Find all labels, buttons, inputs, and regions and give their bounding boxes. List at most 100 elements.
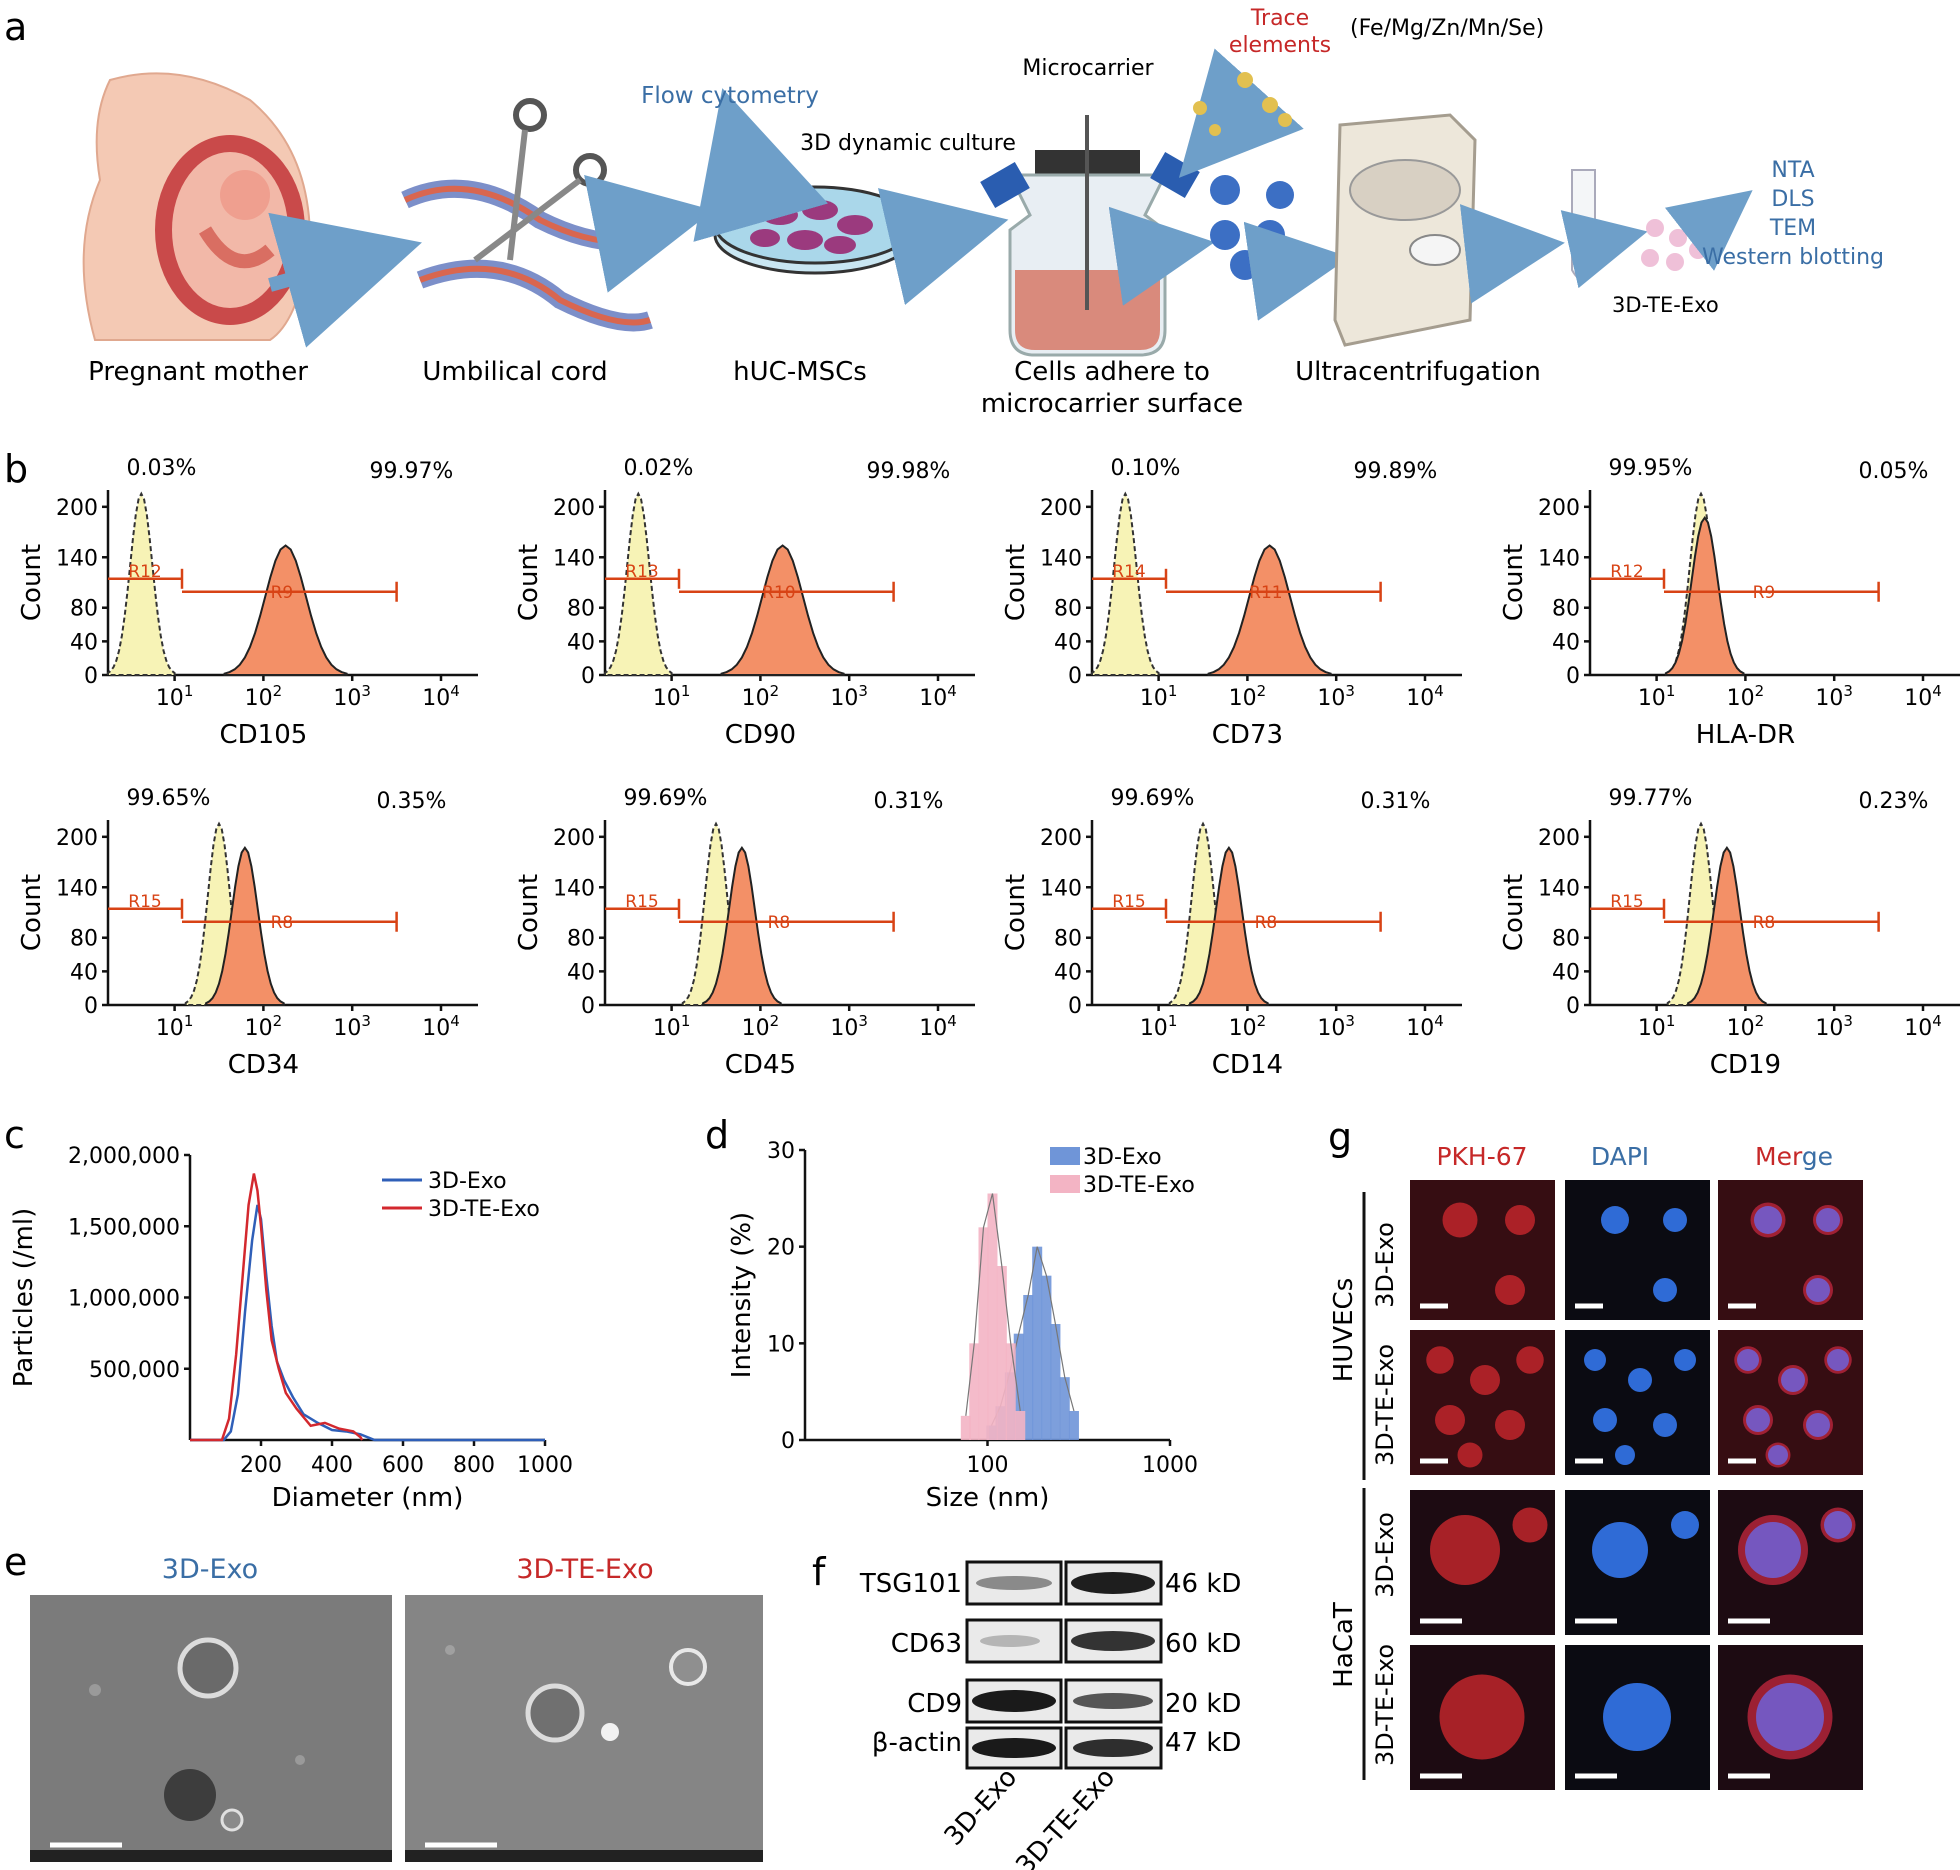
microscopy-grid (1410, 1180, 1863, 1790)
microcarrier-label: Microcarrier (1022, 56, 1154, 81)
fit-curve (965, 1193, 1021, 1416)
legend-label: 3D-TE-Exo (428, 1197, 540, 1222)
tile-bg (1565, 1180, 1710, 1320)
x-tick-label: 103 (1815, 1012, 1853, 1041)
pct-right: 99.98% (866, 459, 950, 484)
histogram-cd105: 0 40 80 140 200 101 102 103 104 Count CD105 R12 R9 0.… (17, 456, 478, 750)
nucleus (1593, 1408, 1617, 1432)
step-umbilical-cord: Umbilical cord (422, 357, 607, 387)
tem-title-te-exo: 3D-TE-Exo (516, 1554, 653, 1585)
panel-c-letter: c (4, 1113, 25, 1157)
assay-dls: DLS (1771, 187, 1814, 212)
micro-tile-r3-c2 (1565, 1490, 1710, 1635)
gate-right-label: R8 (1753, 913, 1776, 933)
nucleus (1663, 1208, 1687, 1232)
y-axis-label: Count (514, 874, 544, 951)
gate-right-label: R8 (271, 913, 294, 933)
pkh-signal (1512, 1507, 1548, 1543)
y-tick-label: 1,000,000 (68, 1287, 180, 1312)
marker-name: CD73 (1212, 720, 1283, 750)
panel-b-letter: b (4, 447, 28, 491)
x-tick-exponent: 2 (273, 1012, 283, 1030)
histogram-cd34: 0 40 80 140 200 101 102 103 104 Count CD34 R15 R8 99.… (17, 786, 478, 1080)
marker-name: CD14 (1212, 1050, 1283, 1080)
micro-tile-r4-c2 (1565, 1645, 1710, 1790)
marker-peak (1189, 845, 1269, 1006)
sample-te-exo: 3D-TE-Exo (1010, 1763, 1121, 1870)
x-axis-label: Size (nm) (926, 1483, 1050, 1513)
assay-tem: TEM (1769, 216, 1816, 241)
x-axis-label: Diameter (nm) (272, 1483, 464, 1513)
x-tick-label: 104 (919, 1012, 957, 1041)
y-tick-label: 80 (1552, 927, 1580, 952)
step-cells-adhere: Cells adhere to (1014, 357, 1210, 387)
x-tick-label: 1000 (1142, 1453, 1198, 1478)
tile-bg (1410, 1180, 1555, 1320)
arrow-a7 (1560, 210, 1648, 289)
x-tick-exponent: 4 (450, 1012, 460, 1030)
marker-peak (720, 544, 845, 676)
marker-peak (1687, 845, 1767, 1006)
bar-te-exo (1005, 1343, 1016, 1440)
bar-te-exo (978, 1227, 989, 1440)
x-tick-label: 104 (919, 682, 957, 711)
y-tick-label: 0 (1068, 664, 1082, 689)
x-tick-label: 800 (453, 1453, 495, 1478)
isotype-peak (604, 491, 673, 676)
purified-exosomes (1641, 219, 1707, 271)
x-tick-label: 101 (1638, 1012, 1676, 1041)
pct-right: 99.97% (369, 459, 453, 484)
row-label-4: 3D-TE-Exo (1371, 1644, 1399, 1766)
x-tick-exponent: 4 (947, 1012, 957, 1030)
protein-beta-actin: β-actin (872, 1728, 962, 1758)
flow-cytometry-label: Flow cytometry (641, 83, 819, 109)
arrow-a5 (1243, 221, 1350, 321)
y-tick-label: 140 (56, 546, 98, 571)
y-tick-label: 200 (56, 826, 98, 851)
bar-exo (1032, 1246, 1043, 1440)
bar-exo (1013, 1333, 1024, 1440)
step-pregnant-mother: Pregnant mother (88, 357, 308, 387)
x-tick-exponent: 3 (1843, 1012, 1853, 1030)
merge-nucleus (1737, 1349, 1759, 1371)
y-tick-label: 0 (1566, 664, 1580, 689)
x-tick-label: 200 (240, 1453, 282, 1478)
assay-nta: NTA (1771, 158, 1814, 183)
culture-dish-illustration (713, 185, 917, 275)
nucleus (1628, 1368, 1652, 1392)
x-tick-label: 600 (382, 1453, 424, 1478)
protein-cd63: CD63 (891, 1629, 962, 1659)
row-label-3: 3D-Exo (1371, 1512, 1399, 1598)
y-axis-label: Particles (/ml) (9, 1208, 39, 1387)
histogram-hla-dr: 0 40 80 140 200 101 102 103 104 Count HLA-DR R12 R9 9… (1499, 456, 1960, 750)
y-tick-label: 200 (1538, 826, 1580, 851)
trace-label-1: Trace (1250, 6, 1309, 31)
x-tick-exponent: 2 (770, 1012, 780, 1030)
x-tick-label: 102 (742, 682, 780, 711)
marker-peak (205, 845, 285, 1006)
panel-a-letter: a (4, 5, 27, 49)
x-tick-exponent: 4 (947, 682, 957, 700)
merge-nucleus (1768, 1445, 1788, 1465)
y-tick-label: 40 (70, 960, 98, 985)
pct-right: 0.05% (1858, 459, 1928, 484)
sample-exo: 3D-Exo (939, 1763, 1023, 1852)
bar-exo (1068, 1411, 1079, 1440)
y-tick-label: 80 (1552, 597, 1580, 622)
x-tick-label: 104 (1406, 682, 1444, 711)
merge-nucleus (1806, 1278, 1830, 1302)
x-tick-label: 104 (1904, 1012, 1942, 1041)
x-tick-label: 101 (653, 1012, 691, 1041)
x-tick-label: 101 (1140, 1012, 1178, 1041)
marker-name: CD34 (228, 1050, 299, 1080)
legend-label: 3D-Exo (1083, 1145, 1162, 1170)
x-tick-exponent: 4 (1932, 682, 1942, 700)
legend-swatch (1050, 1147, 1080, 1165)
red-haze (1410, 1180, 1555, 1320)
col-dapi: DAPI (1591, 1142, 1649, 1171)
y-tick-label: 140 (553, 876, 595, 901)
col-merge: Merge (1755, 1142, 1833, 1171)
y-tick-label: 140 (1040, 546, 1082, 571)
nucleus (1674, 1349, 1696, 1371)
